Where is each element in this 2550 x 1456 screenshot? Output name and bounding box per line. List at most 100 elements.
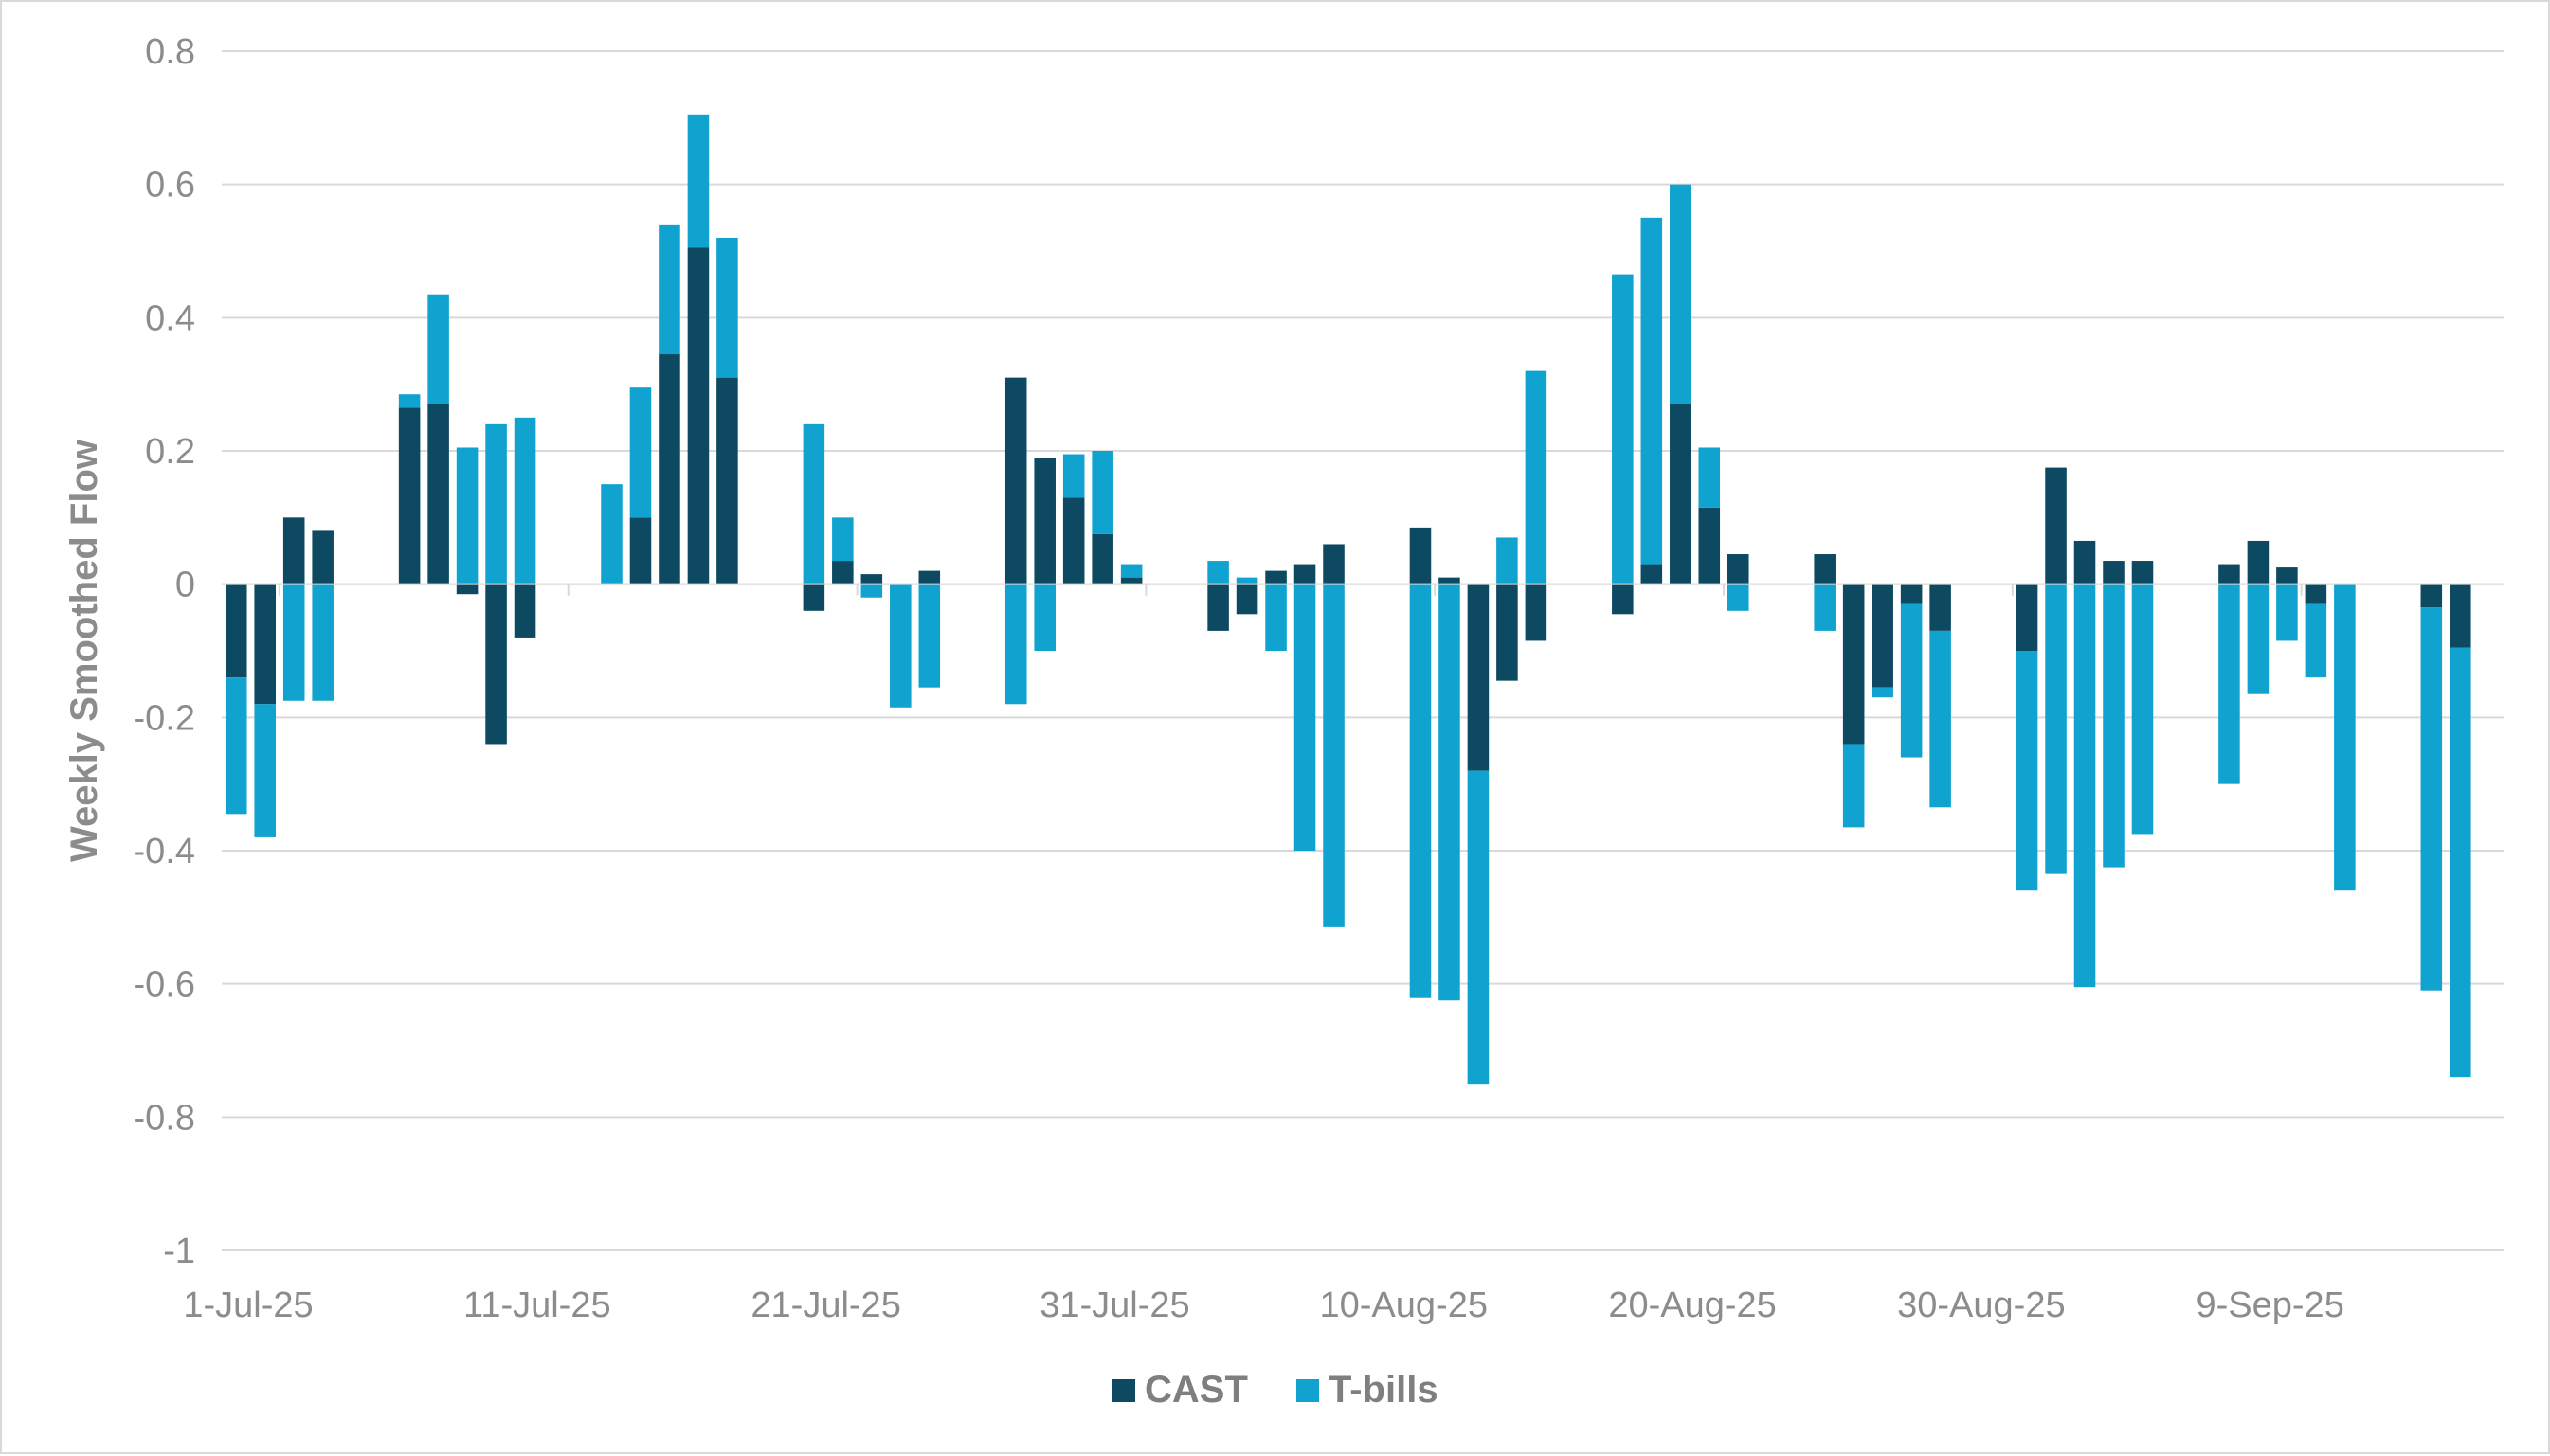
bar-cast	[659, 354, 680, 584]
bar-t-bills	[2016, 651, 2038, 891]
bar-t-bills	[860, 584, 883, 598]
bar-cast	[629, 517, 652, 584]
bar-cast	[1438, 577, 1460, 584]
bar-t-bills	[2103, 584, 2125, 868]
bars	[225, 114, 2471, 1085]
x-tick-label: 9-Sep-25	[2197, 1285, 2344, 1325]
bar-t-bills	[514, 417, 536, 584]
bar-t-bills	[427, 294, 449, 404]
y-tick-label: 0.8	[145, 32, 195, 72]
gridlines	[222, 50, 2504, 1251]
bar-cast	[1323, 544, 1345, 584]
x-tick-label: 20-Aug-25	[1608, 1285, 1776, 1325]
bar-cast	[1842, 584, 1865, 745]
bar-cast	[282, 517, 305, 584]
bar-t-bills	[312, 584, 334, 701]
bar-t-bills	[629, 387, 652, 518]
bar-t-bills	[2334, 584, 2356, 891]
bar-cast	[1496, 584, 1518, 681]
bar-t-bills	[1092, 451, 1113, 534]
bar-cast	[1062, 497, 1085, 584]
legend: CAST T-bills	[1112, 1369, 1438, 1411]
bar-cast	[514, 584, 536, 638]
bar-cast	[2305, 584, 2327, 604]
y-tick-label: 0.6	[145, 166, 195, 206]
bar-t-bills	[1670, 184, 1691, 404]
bar-t-bills	[1034, 584, 1056, 651]
bar-t-bills	[2073, 584, 2096, 988]
bar-t-bills	[1496, 537, 1518, 584]
bar-cast	[1034, 458, 1056, 584]
legend-label-cast: CAST	[1145, 1369, 1248, 1411]
bar-t-bills	[687, 114, 710, 248]
y-axis-label: Weekly Smoothed Flow	[63, 439, 105, 862]
bar-t-bills	[2045, 584, 2067, 874]
bar-cast	[427, 404, 449, 584]
bar-cast	[1265, 570, 1287, 584]
bar-cast	[1670, 404, 1691, 584]
bar-cast	[2420, 584, 2443, 608]
bar-cast	[1120, 577, 1143, 584]
bar-t-bills	[890, 584, 912, 708]
bar-t-bills	[1814, 584, 1836, 631]
bar-cast	[1092, 533, 1113, 584]
bar-t-bills	[456, 447, 479, 584]
bar-t-bills	[254, 704, 276, 837]
bar-cast	[2276, 567, 2298, 584]
bar-t-bills	[803, 423, 825, 584]
bar-cast	[918, 570, 941, 584]
bar-t-bills	[1640, 217, 1663, 565]
y-tick-label: -1	[163, 1231, 195, 1271]
bar-cast	[716, 377, 738, 584]
bar-t-bills	[1265, 584, 1287, 651]
bar-t-bills	[485, 423, 507, 584]
bar-t-bills	[1698, 447, 1721, 508]
bar-cast	[1236, 584, 1258, 615]
axes: 0.8 0.6 0.4 0.2 0 -0.2 -0.4 -0.6 -0.8 -1 1-Jul-25 1…	[134, 32, 2504, 1325]
y-tick-label: -0.4	[134, 832, 195, 872]
y-tick-label: 0	[175, 566, 195, 605]
bar-t-bills	[1062, 454, 1085, 498]
bar-cast	[2218, 564, 2240, 584]
bar-t-bills	[1842, 744, 1865, 828]
y-tick-label: -0.8	[134, 1098, 195, 1138]
y-tick-label: 0.4	[145, 298, 195, 338]
bar-cast	[1207, 584, 1229, 631]
bar-t-bills	[832, 517, 854, 562]
bar-t-bills	[1004, 584, 1027, 705]
bar-t-bills	[225, 677, 247, 815]
bar-cast	[2103, 561, 2125, 584]
bar-t-bills	[282, 584, 305, 701]
bar-cast	[225, 584, 247, 678]
bar-cast	[860, 574, 883, 584]
x-tick-label: 21-Jul-25	[751, 1285, 900, 1325]
bar-cast	[803, 584, 825, 611]
bar-cast	[312, 530, 334, 584]
bar-cast	[1612, 584, 1634, 615]
bar-cast	[2045, 467, 2067, 584]
bar-t-bills	[1236, 577, 1258, 584]
bar-t-bills	[2218, 584, 2240, 784]
bar-cast	[1004, 377, 1027, 584]
bar-cast	[1698, 507, 1721, 584]
bar-t-bills	[1207, 561, 1229, 584]
legend-swatch-cast	[1112, 1379, 1135, 1402]
bar-t-bills	[1929, 630, 1951, 808]
y-tick-label: 0.2	[145, 432, 195, 472]
bar-cast	[456, 584, 479, 595]
bar-cast	[687, 247, 710, 584]
bar-cast	[2073, 540, 2096, 584]
bar-t-bills	[1872, 687, 1893, 698]
bar-cast	[1814, 554, 1836, 584]
bar-t-bills	[2420, 607, 2443, 991]
bar-cast	[2247, 540, 2270, 584]
bar-t-bills	[1120, 564, 1143, 578]
bar-cast	[1467, 584, 1490, 771]
bar-t-bills	[1525, 370, 1547, 584]
bar-t-bills	[659, 224, 680, 355]
bar-cast	[485, 584, 507, 745]
bar-t-bills	[1409, 584, 1432, 998]
bar-t-bills	[2305, 603, 2327, 678]
bar-cast	[1293, 564, 1316, 584]
